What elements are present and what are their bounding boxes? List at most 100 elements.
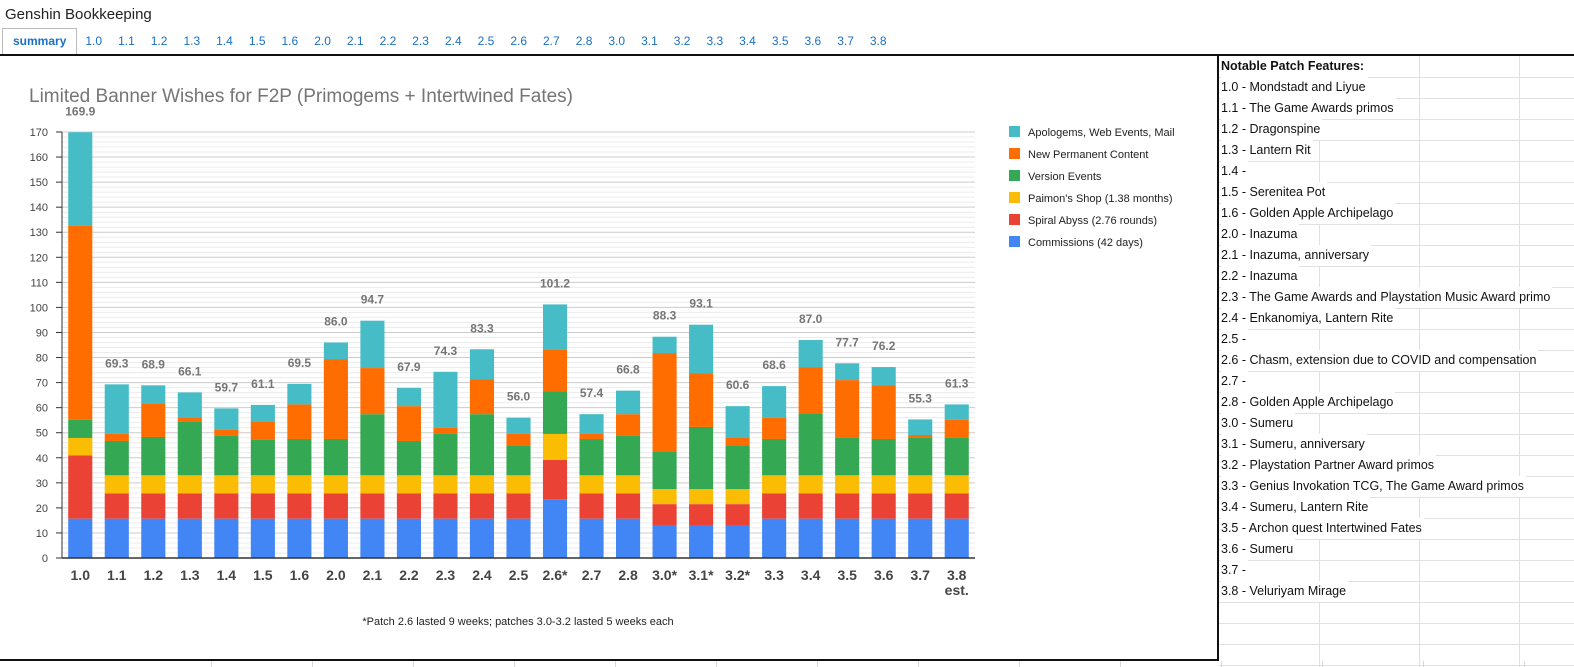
bar-segment[interactable]: [616, 435, 641, 476]
bar-stack[interactable]: [871, 367, 896, 558]
bar-segment[interactable]: [689, 324, 714, 374]
notes-row[interactable]: 2.3 - The Game Awards and Playstation Mu…: [1219, 287, 1574, 309]
legend-item[interactable]: Spiral Abyss (2.76 rounds): [1009, 214, 1157, 227]
bar-segment[interactable]: [871, 367, 896, 386]
bar-segment[interactable]: [871, 518, 896, 558]
tab-2-6[interactable]: 2.6: [510, 34, 527, 48]
chart-container[interactable]: Limited Banner Wishes for F2P (Primogems…: [0, 56, 1219, 661]
bar-segment[interactable]: [798, 493, 823, 519]
bar-stack[interactable]: [762, 386, 787, 558]
bar-segment[interactable]: [396, 518, 421, 558]
tab-1-3[interactable]: 1.3: [183, 34, 201, 48]
bar-segment[interactable]: [762, 438, 787, 476]
bar-segment[interactable]: [323, 342, 348, 360]
bar-segment[interactable]: [908, 419, 933, 435]
bar-segment[interactable]: [214, 475, 239, 494]
tab-1-4[interactable]: 1.4: [216, 34, 233, 48]
bar-stack[interactable]: [287, 383, 312, 558]
bar-segment[interactable]: [835, 437, 860, 476]
bar-segment[interactable]: [689, 426, 714, 490]
tab-3-7[interactable]: 3.7: [837, 34, 854, 48]
bar-segment[interactable]: [871, 475, 896, 494]
bar-segment[interactable]: [396, 440, 421, 476]
tab-3-8[interactable]: 3.8: [869, 34, 887, 48]
notes-row[interactable]: 3.8 - Veluriyam Mirage: [1219, 581, 1574, 603]
notes-row[interactable]: [1219, 623, 1574, 645]
bar-segment[interactable]: [762, 417, 787, 439]
bar-segment[interactable]: [250, 421, 275, 440]
bar-segment[interactable]: [68, 455, 93, 519]
bar-segment[interactable]: [944, 437, 969, 476]
bar-segment[interactable]: [141, 475, 166, 494]
bar-segment[interactable]: [689, 373, 714, 427]
bar-segment[interactable]: [104, 475, 129, 494]
bar-segment[interactable]: [652, 504, 677, 526]
bar-segment[interactable]: [104, 384, 129, 434]
bar-segment[interactable]: [762, 518, 787, 558]
bar-segment[interactable]: [104, 518, 129, 558]
bar-segment[interactable]: [323, 493, 348, 519]
bar-segment[interactable]: [469, 349, 495, 380]
bar-segment[interactable]: [177, 421, 202, 476]
bar-segment[interactable]: [360, 518, 385, 558]
tab-2-4[interactable]: 2.4: [444, 34, 462, 48]
notes-row[interactable]: 3.4 - Sumeru, Lantern Rite: [1219, 497, 1574, 519]
bar-stack[interactable]: [360, 320, 385, 558]
bar-segment[interactable]: [835, 518, 860, 558]
notes-row[interactable]: [1219, 644, 1574, 666]
legend-item[interactable]: Version Events: [1009, 170, 1102, 183]
bar-segment[interactable]: [214, 518, 239, 558]
bar-stack[interactable]: [798, 339, 823, 558]
bar-stack[interactable]: [506, 417, 531, 558]
bar-segment[interactable]: [396, 406, 421, 441]
notes-row[interactable]: [1219, 602, 1574, 624]
bar-segment[interactable]: [141, 436, 166, 476]
bar-segment[interactable]: [762, 493, 787, 519]
bar-segment[interactable]: [579, 475, 604, 494]
bar-segment[interactable]: [542, 350, 568, 392]
notes-row[interactable]: 3.7 -: [1219, 560, 1574, 582]
bar-segment[interactable]: [177, 417, 202, 422]
tab-summary[interactable]: summary: [2, 28, 78, 54]
bar-stack[interactable]: [469, 349, 495, 558]
notes-row[interactable]: 1.3 - Lantern Rit: [1219, 140, 1574, 162]
bar-segment[interactable]: [506, 493, 531, 519]
bar-stack[interactable]: [579, 414, 604, 558]
notes-row[interactable]: 1.5 - Serenitea Pot: [1219, 182, 1574, 204]
bar-segment[interactable]: [725, 525, 750, 558]
notes-row[interactable]: 1.0 - Mondstadt and Liyue: [1219, 77, 1574, 99]
bar-segment[interactable]: [798, 339, 823, 368]
bar-segment[interactable]: [360, 414, 385, 476]
tab-2-8[interactable]: 2.8: [575, 34, 593, 48]
notes-row[interactable]: 2.5 -: [1219, 329, 1574, 351]
bar-segment[interactable]: [616, 475, 641, 494]
bar-segment[interactable]: [798, 475, 823, 494]
bar-segment[interactable]: [287, 475, 312, 494]
bar-segment[interactable]: [433, 475, 458, 494]
bar-segment[interactable]: [396, 475, 421, 494]
bar-segment[interactable]: [762, 475, 787, 494]
notes-row[interactable]: 3.5 - Archon quest Intertwined Fates: [1219, 518, 1574, 540]
tab-1-5[interactable]: 1.5: [248, 34, 266, 48]
tab-3-4[interactable]: 3.4: [739, 34, 756, 48]
tab-3-3[interactable]: 3.3: [706, 34, 724, 48]
bar-segment[interactable]: [798, 413, 823, 476]
bar-segment[interactable]: [944, 475, 969, 494]
bar-segment[interactable]: [433, 427, 458, 434]
tab-3-6[interactable]: 3.6: [804, 34, 822, 48]
bar-segment[interactable]: [177, 392, 202, 418]
bar-segment[interactable]: [214, 408, 239, 430]
bar-stack[interactable]: [433, 371, 458, 558]
bar-segment[interactable]: [469, 518, 495, 558]
bar-segment[interactable]: [287, 383, 312, 405]
bar-segment[interactable]: [542, 499, 568, 558]
bar-segment[interactable]: [652, 353, 677, 453]
bar-stack[interactable]: [104, 384, 129, 558]
legend-item[interactable]: Apologems, Web Events, Mail: [1009, 126, 1175, 139]
bar-segment[interactable]: [104, 493, 129, 519]
bar-segment[interactable]: [287, 438, 312, 476]
bar-stack[interactable]: [652, 336, 677, 558]
bar-segment[interactable]: [177, 493, 202, 519]
bar-segment[interactable]: [908, 434, 933, 438]
bar-segment[interactable]: [250, 493, 275, 519]
